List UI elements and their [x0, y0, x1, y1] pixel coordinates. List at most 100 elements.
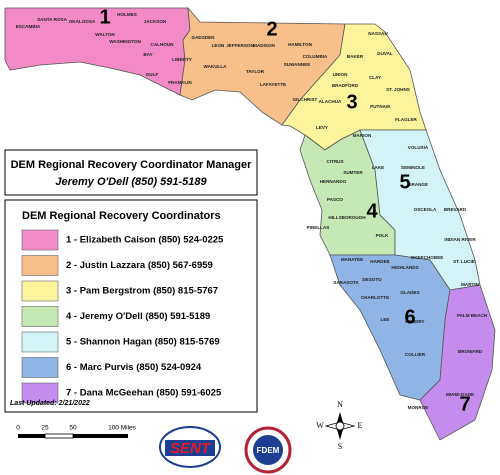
- county-label: FRANKLIN: [168, 80, 192, 85]
- county-label: BAKER: [347, 54, 364, 59]
- manager-box: [4, 149, 258, 196]
- county-label: ESCAMBIA: [16, 24, 41, 29]
- compass-label: N: [337, 400, 343, 409]
- county-label: BRADFORD: [332, 83, 359, 88]
- county-label: NASSAU: [368, 31, 388, 36]
- county-label: CHARLOTTE: [361, 295, 389, 300]
- county-label: DUVAL: [377, 51, 393, 56]
- compass-labels: N S E W: [316, 400, 362, 451]
- county-label: LAKE: [372, 165, 385, 170]
- county-label: COLLIER: [405, 352, 426, 357]
- region-number: 1: [99, 6, 110, 28]
- county-label: UNION: [333, 72, 348, 77]
- county-label: LEVY: [316, 125, 328, 130]
- county-label: LEON: [212, 43, 225, 48]
- legend-swatch: [21, 331, 59, 353]
- county-label: MADISON: [253, 43, 275, 48]
- county-label: MIAMI-DADE: [446, 392, 474, 397]
- legend-label: 5 - Shannon Hagan (850) 815-5769: [66, 337, 220, 348]
- county-label: WASHINGTON: [109, 39, 141, 44]
- legend-swatch: [21, 280, 59, 302]
- logo-core: [253, 435, 283, 465]
- county-label: ORANGE: [408, 182, 428, 187]
- last-updated: Last Updated: 2/21/2022: [10, 400, 90, 407]
- county-label: INDIAN RIVER: [444, 237, 476, 242]
- county-label: OKEECHOBEE: [411, 255, 444, 260]
- legend-label: 1 - Elizabeth Caison (850) 524-0225: [66, 235, 224, 246]
- region-number: 4: [366, 200, 378, 222]
- county-label: HARDEE: [370, 259, 389, 264]
- legend-label: 2 - Justin Lazzara (850) 567-6959: [66, 260, 213, 271]
- scale-labels: 0 25 50 100 Miles: [16, 425, 136, 432]
- county-label: OKALOOSA: [69, 19, 96, 24]
- region-layer: [4, 6, 496, 441]
- scale-segment: [73, 434, 128, 438]
- compass-label: W: [316, 421, 324, 430]
- county-label: BREVARD: [444, 207, 467, 212]
- county-label: MARION: [353, 133, 372, 138]
- legend: 1 - Elizabeth Caison (850) 524-0225 2 - J…: [21, 229, 224, 404]
- county-label: PINELLAS: [307, 225, 330, 230]
- county-label: JEFFERSON: [226, 43, 254, 48]
- county-label: OSCEOLA: [414, 207, 437, 212]
- county-label: PUTNAM: [370, 104, 390, 109]
- legend-label: 6 - Marc Purvis (850) 524-0924: [66, 362, 202, 373]
- manager-name: Jeremy O'Dell (850) 591-5189: [55, 176, 207, 188]
- county-label: POLK: [376, 233, 389, 238]
- county-label: CITRUS: [326, 159, 343, 164]
- county-label: ALACHUA: [319, 99, 342, 104]
- county-layer: ESCAMBIA SANTA ROSA OKALOOSA WALTON HOLMES JA…: [16, 12, 488, 410]
- logo-text: SENT: [170, 440, 212, 457]
- county-label: FLAGLER: [395, 117, 417, 122]
- scale-label: 100 Miles: [108, 425, 137, 432]
- logo-band: [165, 440, 215, 456]
- region-number: 2: [266, 18, 277, 40]
- county-label: BAY: [143, 52, 152, 57]
- county-label: GLADES: [400, 290, 419, 295]
- region-number: 6: [404, 306, 415, 328]
- county-label: SARASOTA: [333, 280, 359, 285]
- logo-text: FDEM: [257, 446, 280, 455]
- county-label: SANTA ROSA: [37, 17, 68, 22]
- compass-label: S: [338, 442, 342, 451]
- sent-logo: [159, 426, 221, 468]
- legend-label: 3 - Pam Bergstrom (850) 815-5767: [66, 286, 218, 297]
- county-label: SUMTER: [343, 170, 363, 175]
- county-label: LEE: [381, 317, 390, 322]
- legend-swatch: [21, 382, 59, 404]
- county-label: CALHOUN: [151, 42, 175, 47]
- compass-center: [335, 421, 345, 431]
- manager-title: DEM Regional Recovery Coordinator Manage…: [11, 159, 253, 171]
- legend-label: 7 - Dana McGeehan (850) 591-6025: [66, 388, 222, 399]
- county-label: HENDRY: [405, 319, 424, 324]
- county-label: WALTON: [95, 32, 115, 37]
- legend-label: 4 - Jeremy O'Dell (850) 591-5189: [66, 311, 210, 322]
- county-label: LIBERTY: [172, 57, 192, 62]
- county-label: GADSDEN: [192, 35, 216, 40]
- logo-labels: SENT FDEM: [170, 440, 280, 457]
- county-label: BROWARD: [458, 349, 483, 354]
- county-label: PALM BEACH: [457, 313, 488, 318]
- region-number: 7: [459, 393, 470, 415]
- county-label: MONROE: [408, 405, 429, 410]
- compass-label: E: [358, 421, 363, 430]
- scale-label: 0: [16, 425, 20, 432]
- county-label: COLUMBIA: [303, 54, 328, 59]
- county-label: VOLUSIA: [408, 145, 429, 150]
- county-label: LAFAYETTE: [260, 82, 286, 87]
- legend-swatch: [21, 229, 59, 251]
- scale-bar: [18, 433, 128, 439]
- county-label: ST. JOHNS: [386, 87, 410, 92]
- fdem-logo: [244, 426, 292, 474]
- county-label: TAYLOR: [246, 69, 265, 74]
- scale-segment: [44, 433, 74, 439]
- county-label: CLAY: [369, 75, 381, 80]
- county-label: SEMINOLE: [401, 165, 425, 170]
- scale-label: 25: [41, 425, 49, 432]
- county-label: WAKULLA: [204, 64, 228, 69]
- county-label: MARTIN: [461, 282, 480, 287]
- county-label: HILLSBOROUGH: [328, 215, 366, 220]
- county-label: GILCHRIST: [293, 97, 318, 102]
- scale-label: 50: [69, 425, 77, 432]
